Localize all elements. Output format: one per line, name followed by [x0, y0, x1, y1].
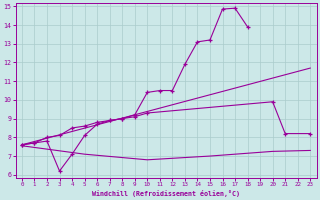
X-axis label: Windchill (Refroidissement éolien,°C): Windchill (Refroidissement éolien,°C) — [92, 190, 240, 197]
